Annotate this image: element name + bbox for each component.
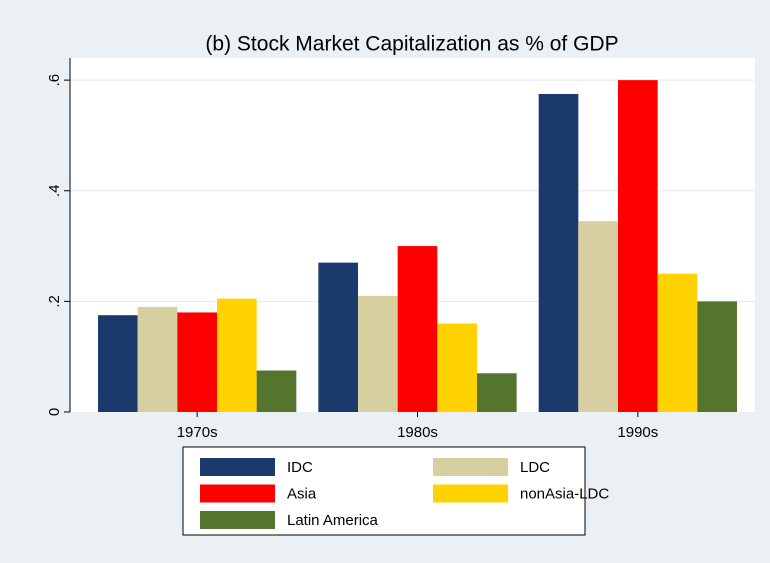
chart-title: (b) Stock Market Capitalization as % of …: [205, 33, 618, 56]
bar: [618, 80, 658, 412]
x-tick-label: 1990s: [617, 424, 658, 441]
legend-label: Latin America: [287, 512, 379, 529]
y-tick-label: .6: [46, 74, 63, 87]
y-tick-label: .4: [46, 184, 63, 197]
bar: [476, 373, 517, 412]
legend-swatch: [200, 484, 275, 503]
bar: [358, 295, 398, 412]
bar: [216, 298, 257, 412]
bar: [98, 315, 138, 412]
legend-label: LDC: [520, 459, 550, 476]
bar: [256, 370, 297, 412]
x-tick-label: 1970s: [177, 424, 218, 441]
legend-swatch: [433, 484, 508, 503]
bar: [177, 312, 217, 412]
x-tick-label: 1980s: [397, 424, 438, 441]
legend-label: nonAsia-LDC: [520, 485, 609, 502]
y-tick-label: 0: [46, 408, 63, 416]
bar: [318, 262, 359, 412]
legend-label: Asia: [287, 485, 317, 502]
legend-swatch: [200, 511, 275, 529]
y-tick-label: .2: [46, 295, 63, 308]
legend-swatch: [433, 458, 508, 476]
legend-swatch: [200, 458, 275, 476]
bar: [137, 306, 178, 412]
bar: [397, 246, 438, 412]
bar: [538, 93, 579, 412]
bar: [657, 273, 698, 412]
legend-label: IDC: [287, 459, 313, 476]
bar: [437, 323, 477, 412]
bar: [578, 221, 619, 412]
bar: [697, 301, 737, 412]
